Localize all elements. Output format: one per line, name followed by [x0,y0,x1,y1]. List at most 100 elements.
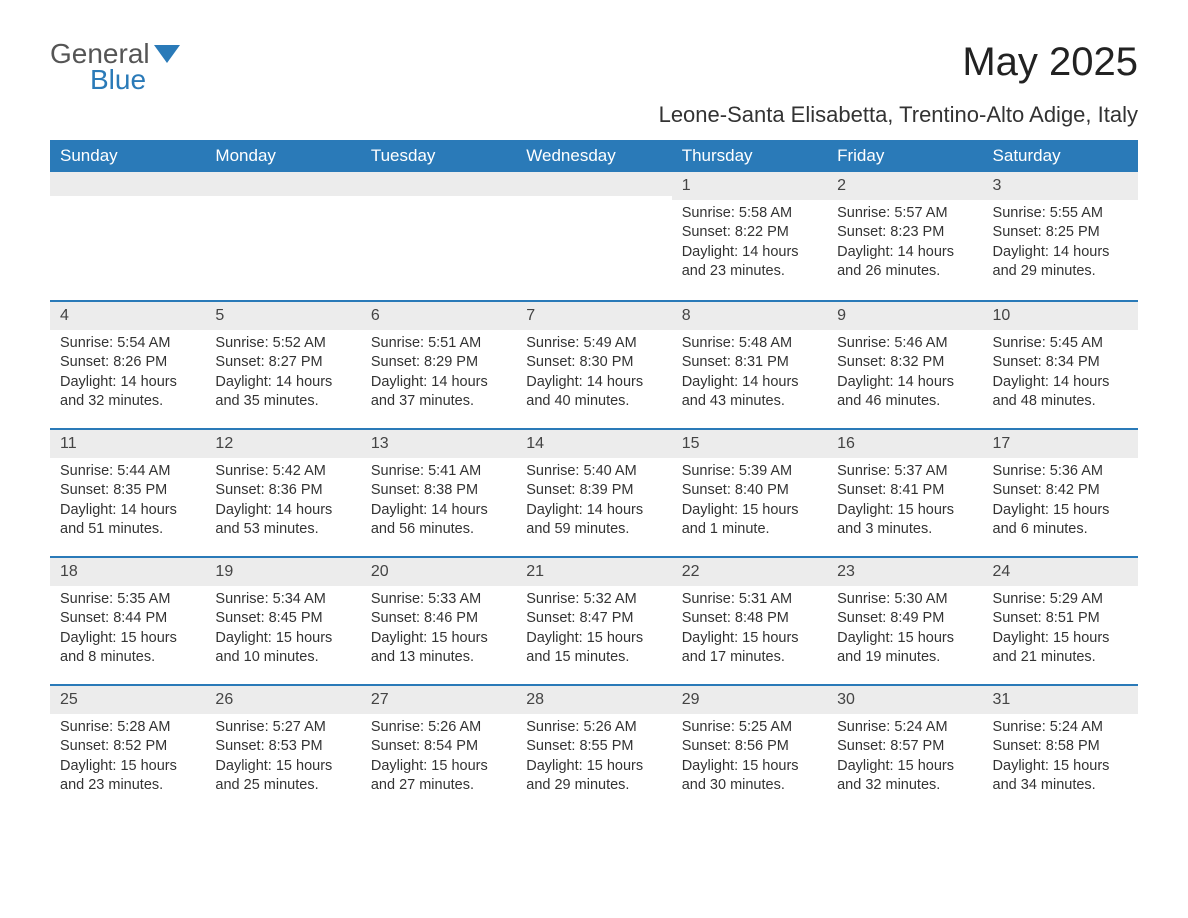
day-body: Sunrise: 5:24 AMSunset: 8:58 PMDaylight:… [983,714,1138,806]
day-body [205,196,360,210]
daylight-text: Daylight: 15 hours and 23 minutes. [60,757,195,796]
daylight-text: Daylight: 15 hours and 19 minutes. [837,629,972,668]
sunset-text: Sunset: 8:49 PM [837,609,972,629]
sunset-text: Sunset: 8:48 PM [682,609,817,629]
day-body: Sunrise: 5:27 AMSunset: 8:53 PMDaylight:… [205,714,360,806]
day-number: 24 [983,558,1138,586]
sunrise-text: Sunrise: 5:37 AM [837,462,972,482]
daylight-text: Daylight: 15 hours and 13 minutes. [371,629,506,668]
sunrise-text: Sunrise: 5:35 AM [60,590,195,610]
day-body: Sunrise: 5:49 AMSunset: 8:30 PMDaylight:… [516,330,671,422]
sunset-text: Sunset: 8:29 PM [371,353,506,373]
day-body: Sunrise: 5:46 AMSunset: 8:32 PMDaylight:… [827,330,982,422]
daylight-text: Daylight: 15 hours and 3 minutes. [837,501,972,540]
calendar-day: 15Sunrise: 5:39 AMSunset: 8:40 PMDayligh… [672,430,827,556]
day-body: Sunrise: 5:48 AMSunset: 8:31 PMDaylight:… [672,330,827,422]
calendar-day: 2Sunrise: 5:57 AMSunset: 8:23 PMDaylight… [827,172,982,300]
day-body: Sunrise: 5:52 AMSunset: 8:27 PMDaylight:… [205,330,360,422]
sunrise-text: Sunrise: 5:55 AM [993,204,1128,224]
calendar-day: 5Sunrise: 5:52 AMSunset: 8:27 PMDaylight… [205,302,360,428]
calendar-day [361,172,516,300]
sunrise-text: Sunrise: 5:24 AM [993,718,1128,738]
day-body: Sunrise: 5:54 AMSunset: 8:26 PMDaylight:… [50,330,205,422]
sunrise-text: Sunrise: 5:44 AM [60,462,195,482]
day-body: Sunrise: 5:35 AMSunset: 8:44 PMDaylight:… [50,586,205,678]
calendar-day: 8Sunrise: 5:48 AMSunset: 8:31 PMDaylight… [672,302,827,428]
day-header: Wednesday [516,140,671,172]
sunset-text: Sunset: 8:25 PM [993,223,1128,243]
calendar-week: 25Sunrise: 5:28 AMSunset: 8:52 PMDayligh… [50,684,1138,812]
daylight-text: Daylight: 14 hours and 29 minutes. [993,243,1128,282]
sunset-text: Sunset: 8:44 PM [60,609,195,629]
calendar-day: 31Sunrise: 5:24 AMSunset: 8:58 PMDayligh… [983,686,1138,812]
daylight-text: Daylight: 14 hours and 48 minutes. [993,373,1128,412]
day-body: Sunrise: 5:34 AMSunset: 8:45 PMDaylight:… [205,586,360,678]
calendar-day: 4Sunrise: 5:54 AMSunset: 8:26 PMDaylight… [50,302,205,428]
logo-text-block: General Blue [50,40,180,94]
calendar-day: 29Sunrise: 5:25 AMSunset: 8:56 PMDayligh… [672,686,827,812]
day-header: Thursday [672,140,827,172]
day-number: 6 [361,302,516,330]
day-number: 27 [361,686,516,714]
day-number: 12 [205,430,360,458]
sunset-text: Sunset: 8:35 PM [60,481,195,501]
calendar-day: 26Sunrise: 5:27 AMSunset: 8:53 PMDayligh… [205,686,360,812]
day-number: 9 [827,302,982,330]
sunset-text: Sunset: 8:40 PM [682,481,817,501]
day-body: Sunrise: 5:58 AMSunset: 8:22 PMDaylight:… [672,200,827,292]
daylight-text: Daylight: 14 hours and 53 minutes. [215,501,350,540]
day-number: 20 [361,558,516,586]
daylight-text: Daylight: 15 hours and 32 minutes. [837,757,972,796]
day-number: 16 [827,430,982,458]
calendar-day: 21Sunrise: 5:32 AMSunset: 8:47 PMDayligh… [516,558,671,684]
daylight-text: Daylight: 14 hours and 32 minutes. [60,373,195,412]
day-number: 2 [827,172,982,200]
calendar-day: 28Sunrise: 5:26 AMSunset: 8:55 PMDayligh… [516,686,671,812]
day-number: 31 [983,686,1138,714]
day-number: 4 [50,302,205,330]
calendar-day [205,172,360,300]
day-number: 7 [516,302,671,330]
day-body: Sunrise: 5:39 AMSunset: 8:40 PMDaylight:… [672,458,827,550]
day-number: 22 [672,558,827,586]
flag-icon [154,50,180,67]
day-body: Sunrise: 5:30 AMSunset: 8:49 PMDaylight:… [827,586,982,678]
sunrise-text: Sunrise: 5:42 AM [215,462,350,482]
sunrise-text: Sunrise: 5:27 AM [215,718,350,738]
calendar-day: 23Sunrise: 5:30 AMSunset: 8:49 PMDayligh… [827,558,982,684]
sunset-text: Sunset: 8:54 PM [371,737,506,757]
sunset-text: Sunset: 8:55 PM [526,737,661,757]
day-body: Sunrise: 5:57 AMSunset: 8:23 PMDaylight:… [827,200,982,292]
day-body: Sunrise: 5:40 AMSunset: 8:39 PMDaylight:… [516,458,671,550]
day-number: 19 [205,558,360,586]
calendar-day: 13Sunrise: 5:41 AMSunset: 8:38 PMDayligh… [361,430,516,556]
day-number [361,172,516,196]
sunrise-text: Sunrise: 5:31 AM [682,590,817,610]
day-body: Sunrise: 5:28 AMSunset: 8:52 PMDaylight:… [50,714,205,806]
calendar-day: 12Sunrise: 5:42 AMSunset: 8:36 PMDayligh… [205,430,360,556]
day-body: Sunrise: 5:25 AMSunset: 8:56 PMDaylight:… [672,714,827,806]
sunset-text: Sunset: 8:27 PM [215,353,350,373]
daylight-text: Daylight: 14 hours and 23 minutes. [682,243,817,282]
calendar-week: 4Sunrise: 5:54 AMSunset: 8:26 PMDaylight… [50,300,1138,428]
calendar-day: 22Sunrise: 5:31 AMSunset: 8:48 PMDayligh… [672,558,827,684]
calendar-day: 24Sunrise: 5:29 AMSunset: 8:51 PMDayligh… [983,558,1138,684]
calendar-day: 19Sunrise: 5:34 AMSunset: 8:45 PMDayligh… [205,558,360,684]
daylight-text: Daylight: 15 hours and 29 minutes. [526,757,661,796]
logo-text-blue: Blue [90,66,180,94]
day-body: Sunrise: 5:31 AMSunset: 8:48 PMDaylight:… [672,586,827,678]
sunrise-text: Sunrise: 5:48 AM [682,334,817,354]
daylight-text: Daylight: 15 hours and 34 minutes. [993,757,1128,796]
day-number: 17 [983,430,1138,458]
day-number: 25 [50,686,205,714]
day-body: Sunrise: 5:36 AMSunset: 8:42 PMDaylight:… [983,458,1138,550]
daylight-text: Daylight: 15 hours and 21 minutes. [993,629,1128,668]
calendar-day [516,172,671,300]
day-body: Sunrise: 5:37 AMSunset: 8:41 PMDaylight:… [827,458,982,550]
day-body: Sunrise: 5:45 AMSunset: 8:34 PMDaylight:… [983,330,1138,422]
calendar-day: 18Sunrise: 5:35 AMSunset: 8:44 PMDayligh… [50,558,205,684]
calendar-day [50,172,205,300]
day-number [50,172,205,196]
sunrise-text: Sunrise: 5:33 AM [371,590,506,610]
daylight-text: Daylight: 14 hours and 51 minutes. [60,501,195,540]
